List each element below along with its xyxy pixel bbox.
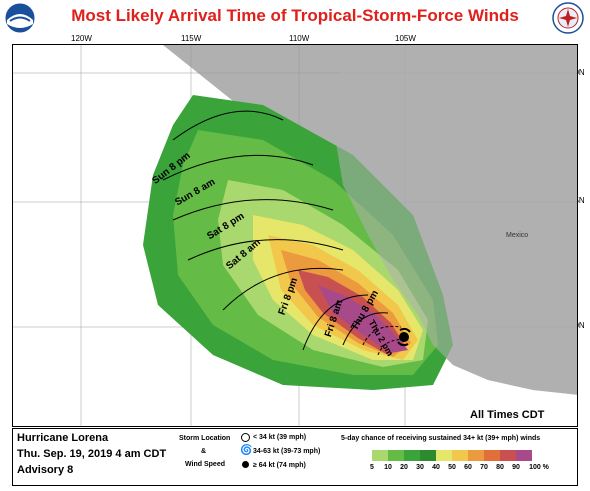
map-canvas <box>13 45 577 426</box>
legend-ampersand: & <box>201 448 207 455</box>
scale-tick: 50 <box>448 464 456 471</box>
scale-swatch <box>372 450 388 461</box>
intensity-label: 34-63 kt (39-73 mph) <box>253 448 321 455</box>
longitude-label: 105W <box>395 34 416 43</box>
scale-swatch <box>484 450 500 461</box>
scale-swatch <box>404 450 420 461</box>
intensity-label: ≥ 64 kt (74 mph) <box>253 462 306 469</box>
page-title: Most Likely Arrival Time of Tropical-Sto… <box>71 6 519 25</box>
scale-tick: 40 <box>432 464 440 471</box>
scale-tick: 70 <box>480 464 488 471</box>
legend-panel: Hurricane Lorena Thu. Sep. 19, 2019 4 am… <box>12 428 578 486</box>
noaa-logo <box>4 2 36 34</box>
advisory-datetime: Thu. Sep. 19, 2019 4 am CDT <box>17 448 167 460</box>
mexico-mainland <box>333 45 577 395</box>
times-note: All Times CDT <box>470 409 545 421</box>
country-label: Mexico <box>506 232 529 239</box>
scale-tick: 20 <box>400 464 408 471</box>
scale-tick: 60 <box>464 464 472 471</box>
arrival-contours <box>162 110 389 351</box>
wind-speed-label: Wind Speed <box>185 461 225 468</box>
storm-name: Hurricane Lorena <box>17 432 109 444</box>
hurricane-icon <box>242 461 249 468</box>
longitude-label: 120W <box>71 34 92 43</box>
scale-tick: 30 <box>416 464 424 471</box>
scale-swatch <box>420 450 436 461</box>
scale-tick: 80 <box>496 464 504 471</box>
scale-swatch <box>468 450 484 461</box>
storm-location-label: Storm Location <box>179 435 231 442</box>
nws-logo <box>552 2 584 34</box>
scale-swatch <box>500 450 516 461</box>
tropical-storm-icon: 🌀 <box>240 445 253 456</box>
longitude-label: 110W <box>289 34 310 43</box>
advisory-number: Advisory 8 <box>17 464 74 476</box>
scale-tick: 5 <box>370 464 374 471</box>
intensity-label: < 34 kt (39 mph) <box>253 434 307 441</box>
scale-swatch <box>452 450 468 461</box>
arrival-contours-dashed <box>362 325 409 356</box>
scale-swatch <box>516 450 532 461</box>
scale-tick: 10 <box>384 464 392 471</box>
scale-swatch <box>388 450 404 461</box>
scale-swatch <box>436 450 452 461</box>
hurricane-symbol <box>397 327 411 347</box>
scale-tick: 90 <box>512 464 520 471</box>
forecast-map: Mexico All Times CDT Sun 8 pm Sun 8 am S… <box>12 44 578 427</box>
longitude-label: 115W <box>181 34 202 43</box>
probability-title: 5-day chance of receiving sustained 34+ … <box>341 435 541 442</box>
scale-tick: 100 % <box>529 464 549 471</box>
tropical-depression-icon <box>241 433 250 442</box>
